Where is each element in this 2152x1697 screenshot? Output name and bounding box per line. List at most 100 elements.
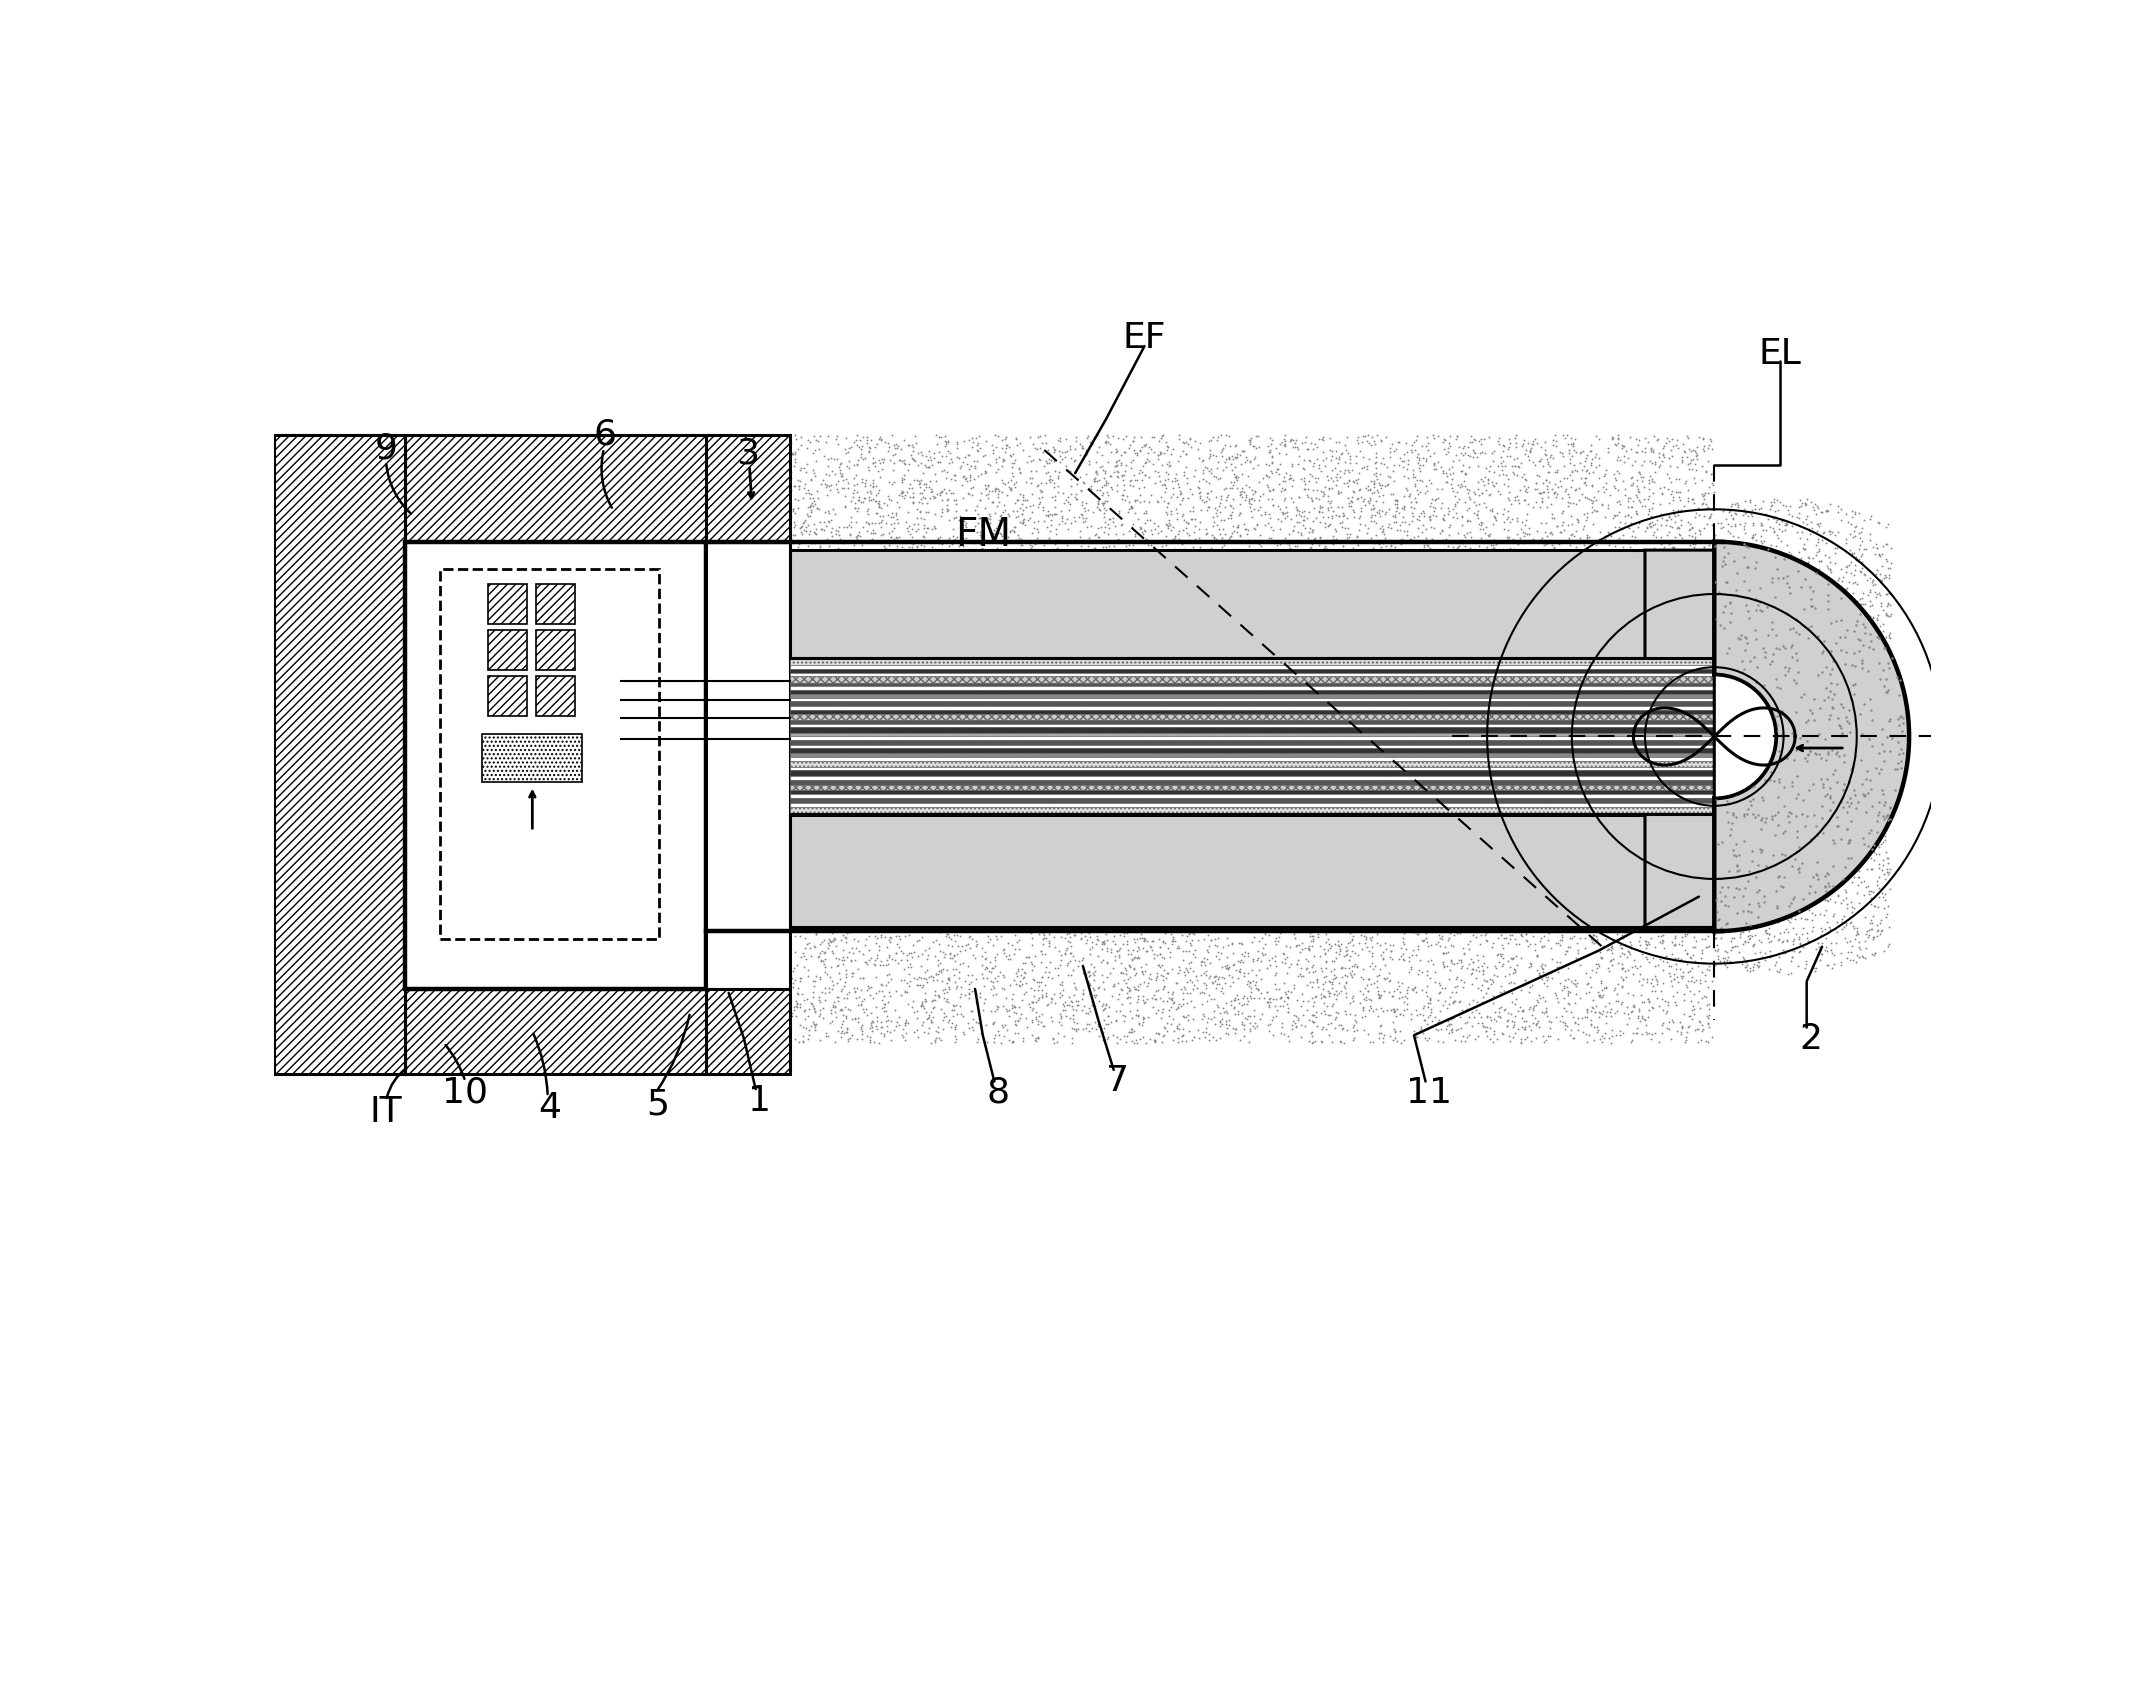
Point (1147, 1022, 1181, 1049)
Point (1018, 823, 1052, 850)
Point (1054, 988, 1089, 1015)
Point (676, 518, 710, 545)
Point (930, 487, 964, 514)
Point (1605, 580, 1640, 608)
Point (803, 619, 837, 647)
Point (570, 424, 605, 451)
Point (1020, 779, 1054, 806)
Point (878, 580, 912, 608)
Point (1233, 694, 1268, 721)
Point (794, 689, 829, 716)
Point (1100, 791, 1134, 818)
Point (932, 966, 966, 993)
Point (1328, 669, 1362, 696)
Point (1087, 492, 1121, 519)
Point (820, 845, 854, 872)
Point (1278, 494, 1313, 521)
Point (1024, 969, 1059, 996)
Point (566, 504, 600, 531)
Point (721, 529, 755, 557)
Point (1765, 854, 1799, 881)
Point (878, 804, 912, 832)
Point (783, 792, 818, 820)
Point (1502, 687, 1537, 714)
Point (1153, 657, 1188, 684)
Point (1100, 521, 1134, 548)
Point (667, 489, 702, 516)
Point (818, 521, 852, 548)
Point (1397, 918, 1431, 945)
Point (1711, 555, 1745, 582)
Point (1199, 626, 1233, 653)
Point (1610, 1010, 1644, 1037)
Point (790, 546, 824, 574)
Point (1100, 436, 1134, 463)
Point (1244, 755, 1278, 782)
Point (1614, 848, 1648, 876)
Point (822, 555, 856, 582)
Point (1212, 636, 1246, 664)
Point (1029, 821, 1063, 848)
Point (1212, 475, 1246, 502)
Point (1702, 862, 1737, 889)
Point (1648, 548, 1683, 575)
Point (904, 896, 938, 923)
Point (1808, 648, 1842, 675)
Point (805, 765, 839, 792)
Point (1216, 755, 1250, 782)
Point (1270, 460, 1304, 487)
Point (1541, 512, 1575, 540)
Point (1657, 988, 1691, 1015)
Point (708, 989, 742, 1017)
Point (983, 738, 1018, 765)
Point (742, 811, 777, 838)
Point (900, 972, 934, 1000)
Point (1517, 701, 1552, 728)
Point (1093, 935, 1128, 962)
Point (1343, 820, 1377, 847)
Point (1453, 507, 1487, 535)
Point (1642, 490, 1676, 518)
Point (986, 1013, 1020, 1040)
Point (1780, 854, 1814, 881)
Point (1739, 857, 1773, 884)
Point (1192, 494, 1227, 521)
Point (1435, 543, 1470, 570)
Point (971, 815, 1005, 842)
Point (1444, 796, 1478, 823)
Point (1291, 716, 1326, 743)
Point (826, 543, 861, 570)
Point (1074, 567, 1108, 594)
Point (1476, 438, 1511, 465)
Point (1207, 599, 1242, 626)
Point (1735, 643, 1769, 670)
Point (1784, 626, 1818, 653)
Point (1633, 509, 1668, 536)
Point (1029, 692, 1063, 720)
Point (1287, 789, 1321, 816)
Point (1186, 555, 1220, 582)
Point (1534, 589, 1569, 616)
Point (1655, 835, 1689, 862)
Point (1442, 519, 1476, 546)
Point (1532, 602, 1567, 630)
Point (572, 492, 607, 519)
Point (1519, 674, 1554, 701)
Point (1110, 979, 1145, 1006)
Point (1422, 765, 1457, 792)
Point (876, 945, 910, 972)
Point (1515, 776, 1549, 803)
Point (1197, 657, 1231, 684)
Point (1067, 826, 1102, 854)
Point (1394, 806, 1429, 833)
Point (1313, 565, 1347, 592)
Point (1354, 540, 1388, 567)
Point (876, 682, 910, 709)
Point (811, 979, 846, 1006)
Point (1771, 557, 1806, 584)
Point (1173, 774, 1207, 801)
Point (1080, 913, 1115, 940)
Point (1711, 577, 1745, 604)
Point (775, 440, 809, 467)
Point (1201, 426, 1235, 453)
